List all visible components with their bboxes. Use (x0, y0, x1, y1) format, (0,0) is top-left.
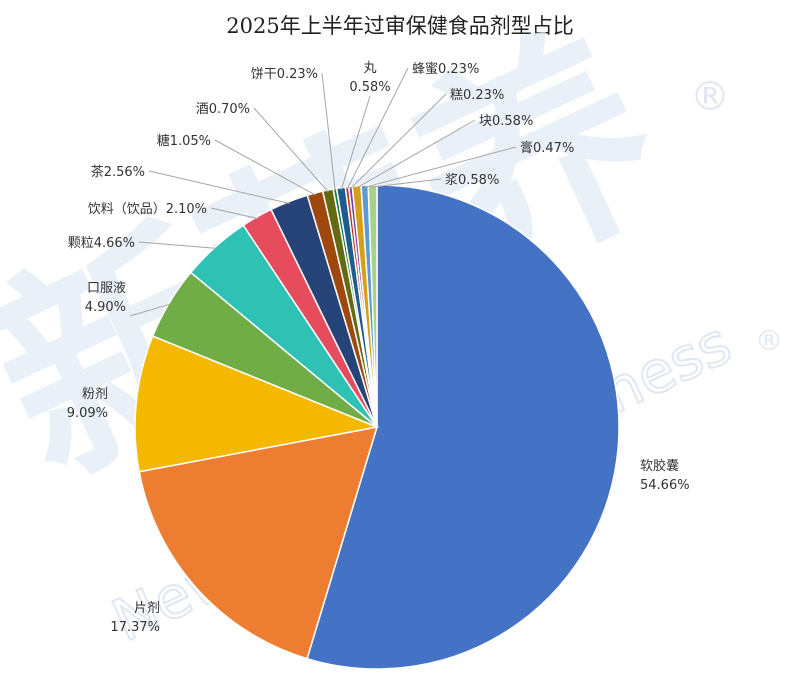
leader-line-13 (350, 93, 447, 189)
leader-line-15 (364, 146, 517, 188)
leader-line-9 (253, 107, 329, 193)
leader-line-5 (138, 241, 217, 249)
leader-line-10 (321, 72, 336, 191)
leader-line-8 (214, 139, 316, 196)
leader-line-6 (210, 207, 259, 220)
leader-line-12 (346, 67, 409, 190)
slice-label-7: 茶2.56% (91, 164, 145, 180)
slice-label-9: 酒0.70% (196, 102, 250, 117)
pie-slice-3 (134, 335, 380, 473)
slice-label-16: 浆0.58% (445, 173, 499, 188)
slice-label-6: 饮料（饮品）2.10% (88, 202, 207, 217)
slice-label-1: 软胶囊 54.66% (640, 458, 690, 493)
leader-line-16 (372, 178, 442, 188)
leader-line-4 (129, 303, 172, 317)
pie-slice-2 (138, 426, 379, 660)
slice-label-4: 口服液 4.90% (85, 281, 126, 315)
slice-label-12: 蜂蜜0.23% (412, 62, 479, 77)
pie-leader-lines (129, 67, 517, 317)
pie-slices (134, 184, 620, 670)
chart-title: 2025年上半年过审保健食品剂型占比 (226, 14, 574, 38)
leader-line-7 (148, 170, 290, 204)
slice-label-10: 饼干0.23% (251, 67, 318, 82)
slice-label-8: 糖1.05% (157, 133, 211, 149)
pie-labels: 软胶囊 54.66% 片剂 17.37% 粉剂 9.09% 口服液 4.90% 颗粒4.66% 饮… (67, 61, 690, 635)
leader-line-14 (356, 119, 476, 189)
leader-line-11 (340, 95, 371, 190)
slice-label-13: 糕0.23% (450, 88, 504, 103)
slice-label-3: 粉剂 9.09% (67, 387, 108, 421)
slice-label-14: 块0.58% (479, 114, 533, 129)
slice-label-11: 丸 0.58% (349, 61, 390, 95)
slice-label-2: 片剂 17.37% (110, 601, 160, 635)
slice-label-15: 膏0.47% (520, 140, 574, 156)
pie-slice-1 (306, 184, 620, 670)
slice-label-5: 颗粒4.66% (68, 236, 135, 251)
